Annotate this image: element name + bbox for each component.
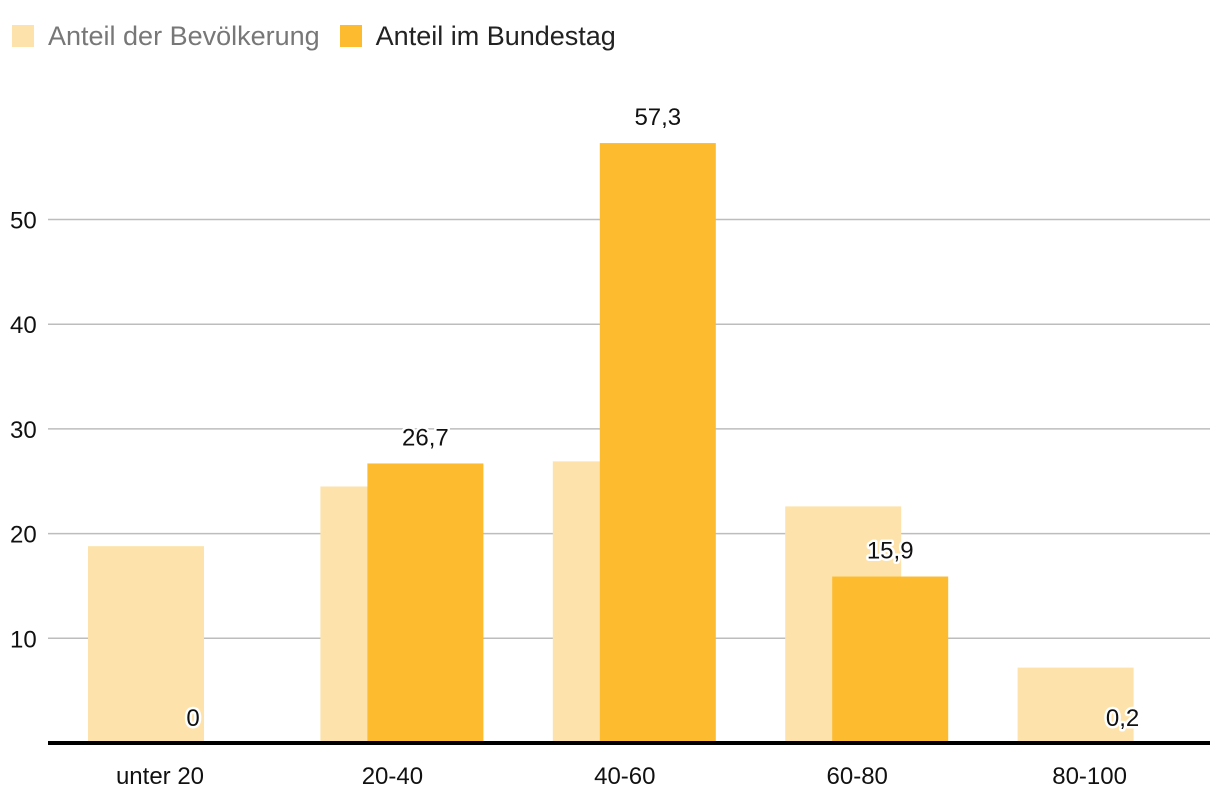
y-tick-label-10: 10 xyxy=(10,626,37,653)
x-tick-label-4: 80-100 xyxy=(1052,763,1127,790)
bar-population-4 xyxy=(1017,667,1134,743)
data-label-bundestag-2: 57,3 xyxy=(634,104,681,131)
data-label-bundestag-0: 0 xyxy=(186,705,199,732)
y-tick-label-40: 40 xyxy=(10,312,37,339)
y-tick-label-30: 30 xyxy=(10,417,37,444)
bar-bundestag-2 xyxy=(599,143,716,744)
y-tick-label-50: 50 xyxy=(10,208,37,235)
legend-swatch-bundestag xyxy=(339,25,362,47)
data-label-bundestag-1: 26,7 xyxy=(402,424,449,451)
x-tick-label-2: 40-60 xyxy=(594,763,655,790)
bar-bundestag-1 xyxy=(367,463,484,743)
legend: Anteil der Bevölkerung Anteil im Bundest… xyxy=(12,18,636,54)
x-tick-label-1: 20-40 xyxy=(362,763,423,790)
legend-item-population: Anteil der Bevölkerung xyxy=(12,21,320,52)
data-label-bundestag-4: 0,2 xyxy=(1106,705,1139,732)
x-tick-label-3: 60-80 xyxy=(827,763,888,790)
legend-item-bundestag: Anteil im Bundestag xyxy=(339,20,616,52)
bar-bundestag-3 xyxy=(832,576,949,743)
legend-label-population: Anteil der Bevölkerung xyxy=(48,20,320,51)
legend-swatch-population xyxy=(12,25,34,47)
legend-label-bundestag: Anteil im Bundestag xyxy=(375,20,616,51)
x-tick-label-0: unter 20 xyxy=(116,763,204,790)
data-label-bundestag-3: 15,9 xyxy=(867,538,914,565)
y-tick-label-20: 20 xyxy=(10,522,37,549)
bar-population-0 xyxy=(88,546,204,743)
